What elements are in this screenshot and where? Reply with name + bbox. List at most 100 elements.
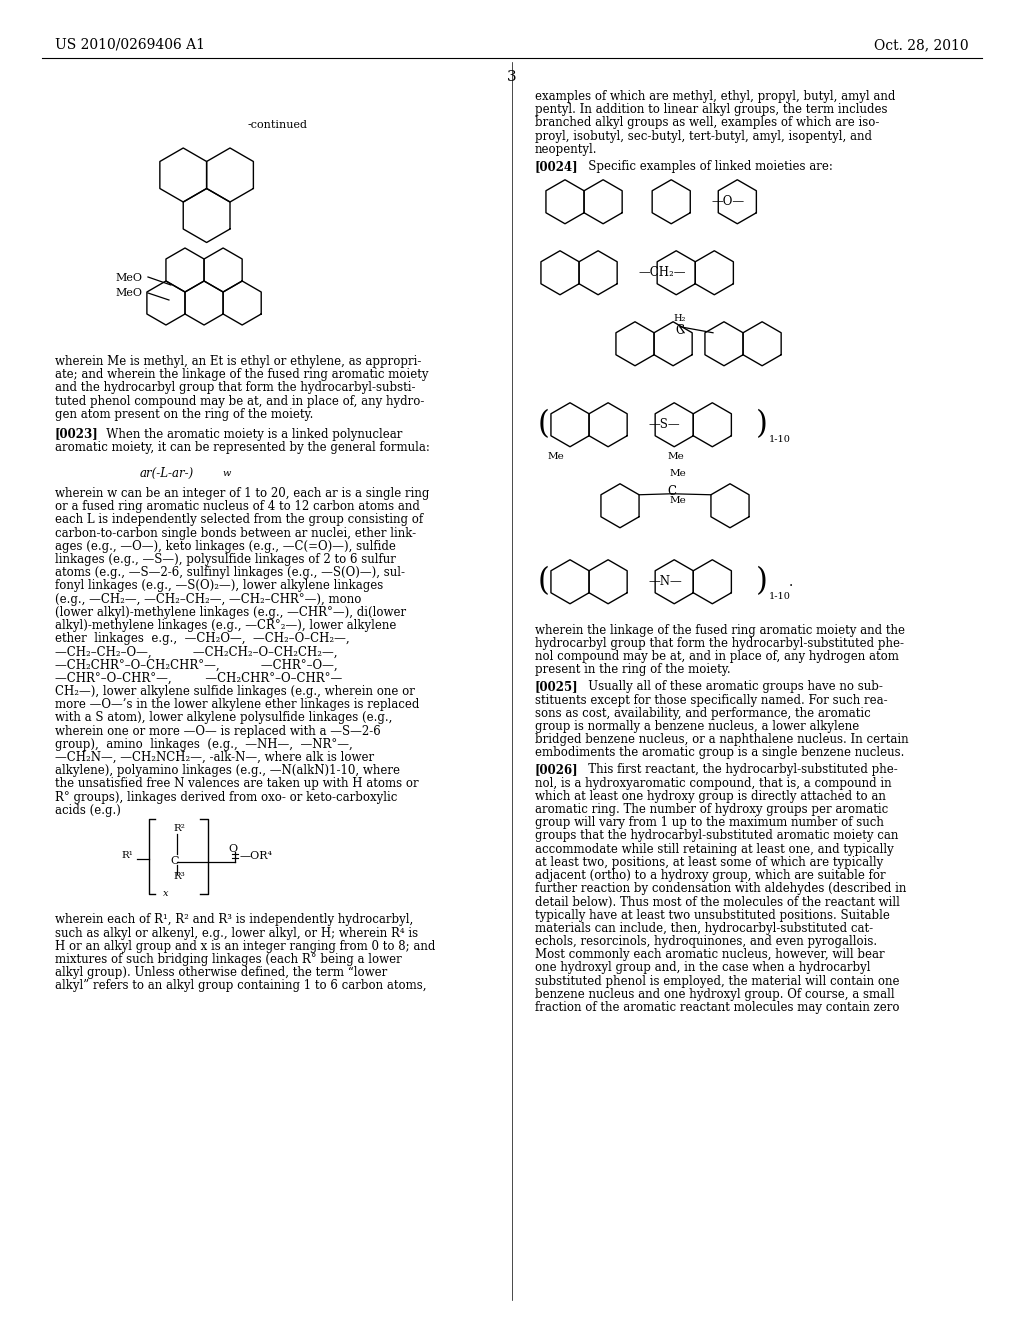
Text: (lower alkyl)-methylene linkages (e.g., —CHR°—), di(lower: (lower alkyl)-methylene linkages (e.g., … <box>55 606 407 619</box>
Text: nol, is a hydroxyaromatic compound, that is, a compound in: nol, is a hydroxyaromatic compound, that… <box>535 776 892 789</box>
Text: alkyl” refers to an alkyl group containing 1 to 6 carbon atoms,: alkyl” refers to an alkyl group containi… <box>55 979 427 993</box>
Text: branched alkyl groups as well, examples of which are iso-: branched alkyl groups as well, examples … <box>535 116 880 129</box>
Text: ether  linkages  e.g.,  —CH₂O—,  —CH₂–O–CH₂—,: ether linkages e.g., —CH₂O—, —CH₂–O–CH₂—… <box>55 632 349 645</box>
Text: alkyl)-methylene linkages (e.g., —CR°₂—), lower alkylene: alkyl)-methylene linkages (e.g., —CR°₂—)… <box>55 619 396 632</box>
Text: fonyl linkages (e.g., —S(O)₂—), lower alkylene linkages: fonyl linkages (e.g., —S(O)₂—), lower al… <box>55 579 383 593</box>
Text: C: C <box>170 855 178 866</box>
Text: wherein w can be an integer of 1 to 20, each ar is a single ring: wherein w can be an integer of 1 to 20, … <box>55 487 429 500</box>
Text: groups that the hydrocarbyl-substituted aromatic moiety can: groups that the hydrocarbyl-substituted … <box>535 829 898 842</box>
Text: (: ( <box>538 409 550 441</box>
Text: 1-10: 1-10 <box>768 591 791 601</box>
Text: tuted phenol compound may be at, and in place of, any hydro-: tuted phenol compound may be at, and in … <box>55 395 424 408</box>
Text: acids (e.g.): acids (e.g.) <box>55 804 121 817</box>
Text: examples of which are methyl, ethyl, propyl, butyl, amyl and: examples of which are methyl, ethyl, pro… <box>535 90 895 103</box>
Text: -continued: -continued <box>248 120 308 129</box>
Text: [0025]: [0025] <box>535 680 579 693</box>
Text: ate; and wherein the linkage of the fused ring aromatic moiety: ate; and wherein the linkage of the fuse… <box>55 368 428 381</box>
Text: hydrocarbyl group that form the hydrocarbyl-substituted phe-: hydrocarbyl group that form the hydrocar… <box>535 636 904 649</box>
Text: neopentyl.: neopentyl. <box>535 143 597 156</box>
Text: gen atom present on the ring of the moiety.: gen atom present on the ring of the moie… <box>55 408 313 421</box>
Text: (: ( <box>538 566 550 597</box>
Text: This first reactant, the hydrocarbyl-substituted phe-: This first reactant, the hydrocarbyl-sub… <box>577 763 898 776</box>
Text: further reaction by condensation with aldehydes (described in: further reaction by condensation with al… <box>535 882 906 895</box>
Text: (e.g., —CH₂—, —CH₂–CH₂—, —CH₂–CHR°—), mono: (e.g., —CH₂—, —CH₂–CH₂—, —CH₂–CHR°—), mo… <box>55 593 361 606</box>
Text: O: O <box>228 843 238 854</box>
Text: atoms (e.g., —S—2-6, sulfinyl linkages (e.g., —S(O)—), sul-: atoms (e.g., —S—2-6, sulfinyl linkages (… <box>55 566 406 579</box>
Text: each L is independently selected from the group consisting of: each L is independently selected from th… <box>55 513 423 527</box>
Text: group),  amino  linkages  (e.g.,  —NH—,  —NR°—,: group), amino linkages (e.g., —NH—, —NR°… <box>55 738 352 751</box>
Text: pentyl. In addition to linear alkyl groups, the term includes: pentyl. In addition to linear alkyl grou… <box>535 103 888 116</box>
Text: R° groups), linkages derived from oxo- or keto-carboxylic: R° groups), linkages derived from oxo- o… <box>55 791 397 804</box>
Text: or a fused ring aromatic nucleus of 4 to 12 carbon atoms and: or a fused ring aromatic nucleus of 4 to… <box>55 500 420 513</box>
Text: Me: Me <box>668 451 684 461</box>
Text: R¹: R¹ <box>121 851 133 861</box>
Text: R³: R³ <box>173 871 184 880</box>
Text: —CH₂–CH₂–O—,           —CH₂CH₂–O–CH₂CH₂—,: —CH₂–CH₂–O—, —CH₂CH₂–O–CH₂CH₂—, <box>55 645 338 659</box>
Text: —O—: —O— <box>712 195 744 209</box>
Text: —OR⁴: —OR⁴ <box>240 850 273 861</box>
Text: carbon-to-carbon single bonds between ar nuclei, ether link-: carbon-to-carbon single bonds between ar… <box>55 527 416 540</box>
Text: ar(-L-ar-): ar(-L-ar-) <box>140 467 195 480</box>
Text: and the hydrocarbyl group that form the hydrocarbyl-substi-: and the hydrocarbyl group that form the … <box>55 381 416 395</box>
Text: adjacent (ortho) to a hydroxy group, which are suitable for: adjacent (ortho) to a hydroxy group, whi… <box>535 869 886 882</box>
Text: more —O—’s in the lower alkylene ether linkages is replaced: more —O—’s in the lower alkylene ether l… <box>55 698 420 711</box>
Text: wherein Me is methyl, an Et is ethyl or ethylene, as appropri-: wherein Me is methyl, an Et is ethyl or … <box>55 355 421 368</box>
Text: accommodate while still retaining at least one, and typically: accommodate while still retaining at lea… <box>535 842 894 855</box>
Text: present in the ring of the moiety.: present in the ring of the moiety. <box>535 663 731 676</box>
Text: benzene nucleus and one hydroxyl group. Of course, a small: benzene nucleus and one hydroxyl group. … <box>535 987 895 1001</box>
Text: When the aromatic moiety is a linked polynuclear: When the aromatic moiety is a linked pol… <box>95 428 402 441</box>
Text: the unsatisfied free N valences are taken up with H atoms or: the unsatisfied free N valences are take… <box>55 777 419 791</box>
Text: such as alkyl or alkenyl, e.g., lower alkyl, or H; wherein R⁴ is: such as alkyl or alkenyl, e.g., lower al… <box>55 927 418 940</box>
Text: MeO: MeO <box>115 288 142 298</box>
Text: —N—: —N— <box>648 576 682 589</box>
Text: ages (e.g., —O—), keto linkages (e.g., —C(=O)—), sulfide: ages (e.g., —O—), keto linkages (e.g., —… <box>55 540 396 553</box>
Text: 1-10: 1-10 <box>768 434 791 444</box>
Text: Usually all of these aromatic groups have no sub-: Usually all of these aromatic groups hav… <box>577 680 883 693</box>
Text: R²: R² <box>173 824 185 833</box>
Text: Oct. 28, 2010: Oct. 28, 2010 <box>874 38 969 51</box>
Text: US 2010/0269406 A1: US 2010/0269406 A1 <box>55 38 205 51</box>
Text: —CH₂CHR°–O–CH₂CHR°—,           —CHR°–O—,: —CH₂CHR°–O–CH₂CHR°—, —CHR°–O—, <box>55 659 338 672</box>
Text: mixtures of such bridging linkages (each R° being a lower: mixtures of such bridging linkages (each… <box>55 953 401 966</box>
Text: with a S atom), lower alkylene polysulfide linkages (e.g.,: with a S atom), lower alkylene polysulfi… <box>55 711 392 725</box>
Text: embodiments the aromatic group is a single benzene nucleus.: embodiments the aromatic group is a sing… <box>535 746 904 759</box>
Text: stituents except for those specifically named. For such rea-: stituents except for those specifically … <box>535 693 888 706</box>
Text: wherein one or more —O— is replaced with a —S—2-6: wherein one or more —O— is replaced with… <box>55 725 381 738</box>
Text: typically have at least two unsubstituted positions. Suitable: typically have at least two unsubstitute… <box>535 908 890 921</box>
Text: —CHR°–O–CHR°—,         —CH₂CHR°–O–CHR°—: —CHR°–O–CHR°—, —CH₂CHR°–O–CHR°— <box>55 672 342 685</box>
Text: —CH₂N—, —CH₂NCH₂—, -alk-N—, where alk is lower: —CH₂N—, —CH₂NCH₂—, -alk-N—, where alk is… <box>55 751 374 764</box>
Text: [0024]: [0024] <box>535 160 579 173</box>
Text: ): ) <box>756 566 767 597</box>
Text: alkylene), polyamino linkages (e.g., —N(alkN)1-10, where: alkylene), polyamino linkages (e.g., —N(… <box>55 764 400 777</box>
Text: which at least one hydroxy group is directly attached to an: which at least one hydroxy group is dire… <box>535 789 886 803</box>
Text: —CH₂—: —CH₂— <box>638 267 686 280</box>
Text: substituted phenol is employed, the material will contain one: substituted phenol is employed, the mate… <box>535 974 899 987</box>
Text: proyl, isobutyl, sec-butyl, tert-butyl, amyl, isopentyl, and: proyl, isobutyl, sec-butyl, tert-butyl, … <box>535 129 872 143</box>
Text: group will vary from 1 up to the maximum number of such: group will vary from 1 up to the maximum… <box>535 816 884 829</box>
Text: C: C <box>668 484 677 498</box>
Text: one hydroxyl group and, in the case when a hydrocarbyl: one hydroxyl group and, in the case when… <box>535 961 870 974</box>
Text: H₂: H₂ <box>674 314 686 323</box>
Text: nol compound may be at, and in place of, any hydrogen atom: nol compound may be at, and in place of,… <box>535 649 899 663</box>
Text: at least two, positions, at least some of which are typically: at least two, positions, at least some o… <box>535 855 884 869</box>
Text: echols, resorcinols, hydroquinones, and even pyrogallois.: echols, resorcinols, hydroquinones, and … <box>535 935 878 948</box>
Text: Me: Me <box>548 451 565 461</box>
Text: H or an alkyl group and x is an integer ranging from 0 to 8; and: H or an alkyl group and x is an integer … <box>55 940 435 953</box>
Text: MeO: MeO <box>115 273 142 282</box>
Text: detail below). Thus most of the molecules of the reactant will: detail below). Thus most of the molecule… <box>535 895 900 908</box>
Text: —S—: —S— <box>648 418 680 432</box>
Text: wherein each of R¹, R² and R³ is independently hydrocarbyl,: wherein each of R¹, R² and R³ is indepen… <box>55 913 414 927</box>
Text: CH₂—), lower alkylene sulfide linkages (e.g., wherein one or: CH₂—), lower alkylene sulfide linkages (… <box>55 685 415 698</box>
Text: ): ) <box>756 409 767 441</box>
Text: C: C <box>676 323 684 337</box>
Text: Most commonly each aromatic nucleus, however, will bear: Most commonly each aromatic nucleus, how… <box>535 948 885 961</box>
Text: wherein the linkage of the fused ring aromatic moiety and the: wherein the linkage of the fused ring ar… <box>535 623 905 636</box>
Text: alkyl group). Unless otherwise defined, the term “lower: alkyl group). Unless otherwise defined, … <box>55 966 387 979</box>
Text: [0026]: [0026] <box>535 763 579 776</box>
Text: bridged benzene nucleus, or a naphthalene nucleus. In certain: bridged benzene nucleus, or a naphthalen… <box>535 733 908 746</box>
Text: group is normally a benzene nucleus, a lower alkylene: group is normally a benzene nucleus, a l… <box>535 719 859 733</box>
Text: aromatic ring. The number of hydroxy groups per aromatic: aromatic ring. The number of hydroxy gro… <box>535 803 888 816</box>
Text: linkages (e.g., —S—), polysulfide linkages of 2 to 6 sulfur: linkages (e.g., —S—), polysulfide linkag… <box>55 553 396 566</box>
Text: Specific examples of linked moieties are:: Specific examples of linked moieties are… <box>577 160 833 173</box>
Text: 3: 3 <box>507 70 517 84</box>
